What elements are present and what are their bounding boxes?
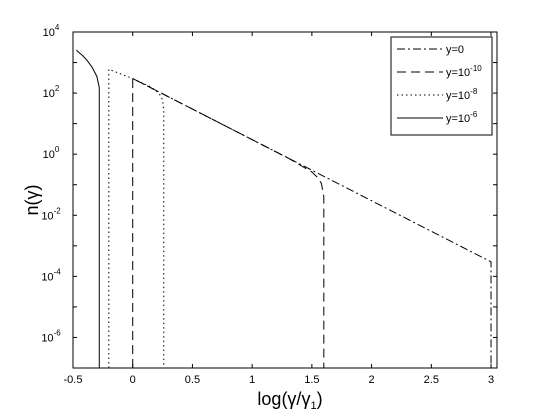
series-layer [76, 49, 492, 368]
x-tick-label: 1 [249, 374, 255, 386]
series-line-3 [108, 68, 165, 368]
x-tick-label: 2 [369, 374, 375, 386]
legend-label-2: y=10-10 [446, 64, 482, 79]
legend-label-4: y=10-6 [446, 110, 478, 125]
legend-label-3: y=10-8 [446, 87, 478, 102]
ticks-layer: -0.5 0 0.5 1 1.5 2 2.5 3 104 102 100 10-2 10-4 10-6 [41, 23, 497, 386]
y-tick-label: 10-6 [41, 328, 61, 344]
x-tick-label: 0 [130, 374, 136, 386]
legend-label-1: y=0 [446, 44, 464, 56]
y-axis-label: n(γ) [22, 185, 42, 216]
x-tick-label: 3 [488, 374, 494, 386]
x-tick-label: 2.5 [424, 374, 439, 386]
y-tick-label: 104 [43, 23, 60, 39]
x-tick-label: -0.5 [64, 374, 83, 386]
y-tick-label: 100 [43, 145, 60, 161]
y-tick-label: 102 [43, 84, 60, 100]
y-tick-label: 10-4 [41, 267, 61, 283]
x-tick-label: 0.5 [185, 374, 200, 386]
series-line-2 [132, 77, 325, 368]
legend: y=0 y=10-10 y=10-8 y=10-6 [390, 36, 493, 136]
series-line-4 [76, 49, 100, 368]
legend-box [390, 36, 493, 136]
series-line-1 [132, 78, 492, 368]
x-axis-label: log(γ/γ1) [257, 389, 322, 412]
x-tick-label: 1.5 [304, 374, 319, 386]
y-tick-label: 10-2 [41, 206, 61, 222]
